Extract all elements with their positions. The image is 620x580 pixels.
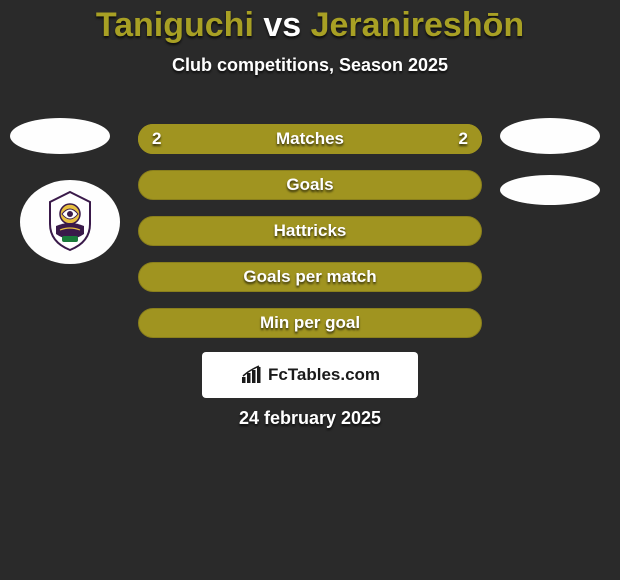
footer-date: 24 february 2025 bbox=[0, 408, 620, 429]
club-left-badge bbox=[20, 180, 120, 264]
club-right-badge bbox=[500, 175, 600, 205]
title-player-right: Jeranireshōn bbox=[311, 6, 525, 44]
club-crest-icon bbox=[32, 184, 108, 260]
player-left-avatar bbox=[10, 118, 110, 154]
stat-label: Goals bbox=[138, 170, 482, 200]
stat-row: Goals per match bbox=[138, 262, 482, 292]
stat-label: Matches bbox=[138, 124, 482, 154]
brand-text: FcTables.com bbox=[268, 365, 380, 385]
brand-box: FcTables.com bbox=[202, 352, 418, 398]
stat-value-left: 2 bbox=[152, 124, 161, 154]
subtitle: Club competitions, Season 2025 bbox=[0, 55, 620, 76]
title-vs: vs bbox=[254, 6, 311, 44]
stat-row: Matches2 2 bbox=[138, 124, 482, 154]
stat-value-right: 2 bbox=[459, 124, 468, 154]
title-player-left: Taniguchi bbox=[96, 6, 254, 44]
stat-label: Goals per match bbox=[138, 262, 482, 292]
stat-label: Hattricks bbox=[138, 216, 482, 246]
comparison-infographic: Taniguchi vs Jeranireshōn Club competiti… bbox=[0, 0, 620, 580]
stat-row: Hattricks bbox=[138, 216, 482, 246]
player-right-avatar bbox=[500, 118, 600, 154]
stats-bars: Matches2 2 Goals Hattricks Goals per match Mi… bbox=[138, 124, 482, 354]
stat-label: Min per goal bbox=[138, 308, 482, 338]
page-title: Taniguchi vs Jeranireshōn bbox=[0, 0, 620, 45]
stat-row: Min per goal bbox=[138, 308, 482, 338]
stat-row: Goals bbox=[138, 170, 482, 200]
bar-chart-icon bbox=[240, 365, 264, 385]
